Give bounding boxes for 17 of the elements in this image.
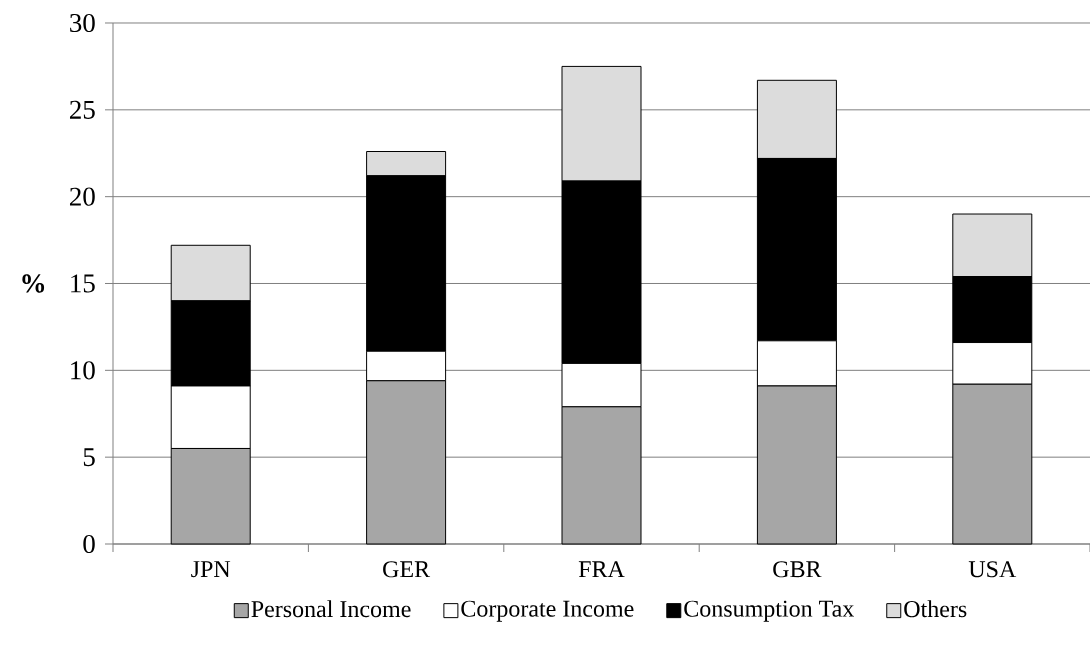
x-tick-label: GBR <box>773 561 822 578</box>
legend-label: Consumption Tax <box>684 600 854 622</box>
y-tick-label: 0 <box>83 534 95 554</box>
y-tick-label: 5 <box>83 448 95 467</box>
x-tick-label: USA <box>968 561 1017 578</box>
legend-label: Personal Income <box>251 600 411 618</box>
legend-label: Others <box>904 600 967 618</box>
y-tick-label: 10 <box>71 361 95 380</box>
y-tick-label: 15 <box>71 274 95 293</box>
x-tick-label: JPN <box>191 561 231 578</box>
y-tick-label: 30 <box>70 13 95 33</box>
legend-label: Corporate Income <box>461 600 634 622</box>
y-tick-label: 25 <box>69 100 95 119</box>
y-tick-label: 20 <box>69 187 95 206</box>
x-tick-label: GER <box>383 561 431 578</box>
y-axis-title: % <box>22 274 45 293</box>
x-tick-label: FRA <box>578 561 625 578</box>
